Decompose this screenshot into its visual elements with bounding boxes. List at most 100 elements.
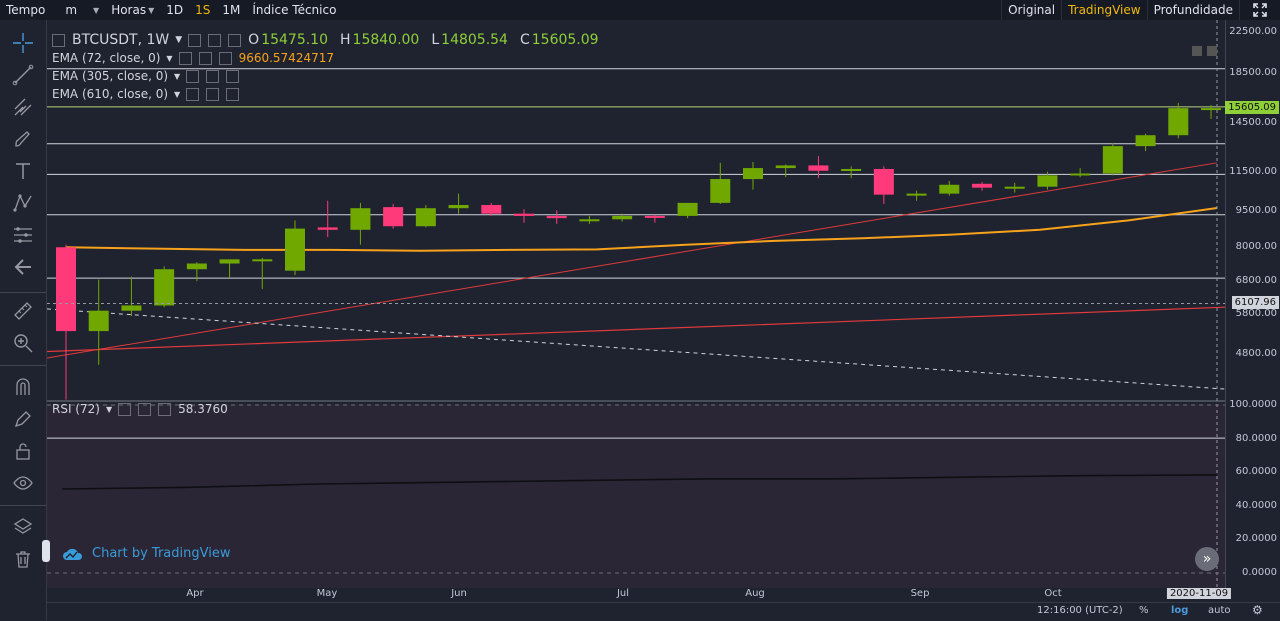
candle-body[interactable] bbox=[677, 202, 698, 216]
time-axis[interactable]: 2020-11-09 Apr May Jun Jul Aug Sep Oct bbox=[47, 588, 1232, 602]
price-chart[interactable] bbox=[47, 20, 1225, 588]
minutes-dropdown[interactable]: m ▼ bbox=[59, 3, 105, 17]
trend-line[interactable] bbox=[47, 306, 1225, 353]
scale-buttons[interactable] bbox=[1192, 46, 1217, 56]
candle-body[interactable] bbox=[514, 213, 534, 216]
ema-line[interactable] bbox=[65, 207, 1218, 252]
interval-1s[interactable]: 1S bbox=[189, 3, 216, 17]
log-toggle[interactable]: log bbox=[1171, 605, 1189, 616]
candle-body[interactable] bbox=[285, 228, 305, 271]
magnet-tool[interactable] bbox=[10, 374, 36, 400]
candle-body[interactable] bbox=[1070, 173, 1091, 176]
ruler-tool[interactable] bbox=[10, 298, 36, 324]
settings-icon[interactable] bbox=[206, 69, 220, 83]
candle-body[interactable] bbox=[383, 207, 404, 227]
chevron-down-icon[interactable]: ▼ bbox=[166, 53, 173, 63]
interval-1d[interactable]: 1D bbox=[160, 3, 189, 17]
hide-icon[interactable] bbox=[186, 87, 200, 101]
rsi-line[interactable] bbox=[61, 474, 1218, 490]
crosshair-tool[interactable] bbox=[10, 30, 36, 56]
candle-body[interactable] bbox=[1201, 108, 1221, 111]
technical-index-button[interactable]: Índice Técnico bbox=[246, 3, 342, 17]
hours-dropdown[interactable]: Horas ▼ bbox=[105, 3, 160, 17]
candle-body[interactable] bbox=[710, 179, 731, 203]
scale-down-icon[interactable] bbox=[1192, 46, 1202, 56]
candle-body[interactable] bbox=[448, 204, 469, 209]
candle-body[interactable] bbox=[972, 183, 992, 188]
view-original[interactable]: Original bbox=[1001, 0, 1061, 20]
scroll-to-realtime-button[interactable]: » bbox=[1195, 547, 1219, 571]
candle-body[interactable] bbox=[808, 165, 829, 171]
zoom-tool[interactable] bbox=[10, 330, 36, 356]
scale-up-icon[interactable] bbox=[1207, 46, 1217, 56]
percent-toggle[interactable]: % bbox=[1139, 605, 1149, 616]
candle-body[interactable] bbox=[841, 168, 862, 171]
rsi-legend[interactable]: RSI (72) ▼ 58.3760 bbox=[52, 402, 228, 416]
hide-icon[interactable] bbox=[188, 33, 202, 47]
chevron-down-icon[interactable]: ▼ bbox=[174, 89, 181, 99]
candle-body[interactable] bbox=[1102, 146, 1123, 174]
auto-toggle[interactable]: auto bbox=[1208, 605, 1231, 616]
candle-body[interactable] bbox=[775, 165, 796, 169]
rsi-series-line[interactable] bbox=[61, 474, 1218, 490]
candle-body[interactable] bbox=[873, 168, 894, 195]
candle-body[interactable] bbox=[252, 259, 273, 262]
trend-lines[interactable] bbox=[47, 162, 1225, 390]
close-icon[interactable] bbox=[226, 69, 240, 83]
candle-body[interactable] bbox=[743, 168, 763, 180]
candle-body[interactable] bbox=[219, 259, 240, 264]
candle-body[interactable] bbox=[906, 193, 927, 196]
candle-body[interactable] bbox=[939, 184, 960, 194]
ema305-legend[interactable]: EMA (305, close, 0) ▼ bbox=[52, 69, 240, 83]
settings-icon[interactable] bbox=[198, 51, 212, 65]
pattern-tool[interactable] bbox=[10, 190, 36, 216]
hide-icon[interactable] bbox=[118, 402, 132, 416]
candle-body[interactable] bbox=[56, 247, 76, 332]
candles[interactable] bbox=[56, 102, 1221, 400]
close-icon[interactable] bbox=[218, 51, 232, 65]
ema72-line[interactable] bbox=[65, 207, 1218, 252]
view-tradingview[interactable]: TradingView bbox=[1061, 0, 1147, 20]
symbol-legend[interactable]: BTCUSDT, 1W ▼ O 15475.10 H 15840.00 L 14805… bbox=[52, 32, 605, 48]
text-tool[interactable] bbox=[10, 158, 36, 184]
collapse-legend-icon[interactable] bbox=[52, 33, 65, 47]
candle-body[interactable] bbox=[88, 310, 109, 332]
settings-icon[interactable] bbox=[208, 33, 222, 47]
price-axis[interactable]: 15605.09 6107.96 22500.00 18500.00 14500.0… bbox=[1225, 20, 1280, 588]
delete-tool[interactable] bbox=[10, 546, 36, 572]
hide-icon[interactable] bbox=[178, 51, 192, 65]
settings-icon[interactable] bbox=[206, 87, 220, 101]
ema72-legend[interactable]: EMA (72, close, 0) ▼ 9660.57424717 bbox=[52, 51, 334, 65]
candle-body[interactable] bbox=[1004, 186, 1025, 189]
candle-body[interactable] bbox=[186, 263, 207, 270]
chevron-down-icon[interactable]: ▼ bbox=[105, 404, 113, 414]
trend-line[interactable] bbox=[47, 162, 1218, 359]
gear-icon[interactable]: ⚙ bbox=[1252, 603, 1263, 617]
layers-tool[interactable] bbox=[10, 514, 36, 540]
hide-icon[interactable] bbox=[186, 69, 200, 83]
candle-body[interactable] bbox=[350, 208, 371, 230]
visibility-tool[interactable] bbox=[10, 470, 36, 496]
candle-body[interactable] bbox=[154, 269, 175, 306]
toolbar-collapse-handle[interactable] bbox=[42, 540, 50, 562]
settings-icon[interactable] bbox=[138, 402, 152, 416]
candle-body[interactable] bbox=[481, 204, 502, 214]
pitchfork-tool[interactable] bbox=[10, 94, 36, 120]
brush-tool[interactable] bbox=[10, 126, 36, 152]
candle-body[interactable] bbox=[612, 215, 633, 220]
candle-body[interactable] bbox=[644, 215, 665, 218]
candle-body[interactable] bbox=[1037, 175, 1058, 187]
candle-body[interactable] bbox=[415, 208, 436, 227]
close-icon[interactable] bbox=[158, 402, 172, 416]
chevron-down-icon[interactable]: ▼ bbox=[175, 35, 183, 45]
prediction-tool[interactable] bbox=[10, 222, 36, 248]
view-depth[interactable]: Profundidade bbox=[1146, 0, 1239, 20]
chevron-down-icon[interactable]: ▼ bbox=[174, 71, 181, 81]
tradingview-watermark[interactable]: Chart by TradingView bbox=[62, 546, 230, 561]
ema610-legend[interactable]: EMA (610, close, 0) ▼ bbox=[52, 87, 240, 101]
fullscreen-button[interactable] bbox=[1239, 0, 1280, 20]
stay-drawing-tool[interactable] bbox=[10, 406, 36, 432]
interval-1m[interactable]: 1M bbox=[216, 3, 246, 17]
close-icon[interactable] bbox=[228, 33, 242, 47]
candle-body[interactable] bbox=[546, 215, 567, 219]
